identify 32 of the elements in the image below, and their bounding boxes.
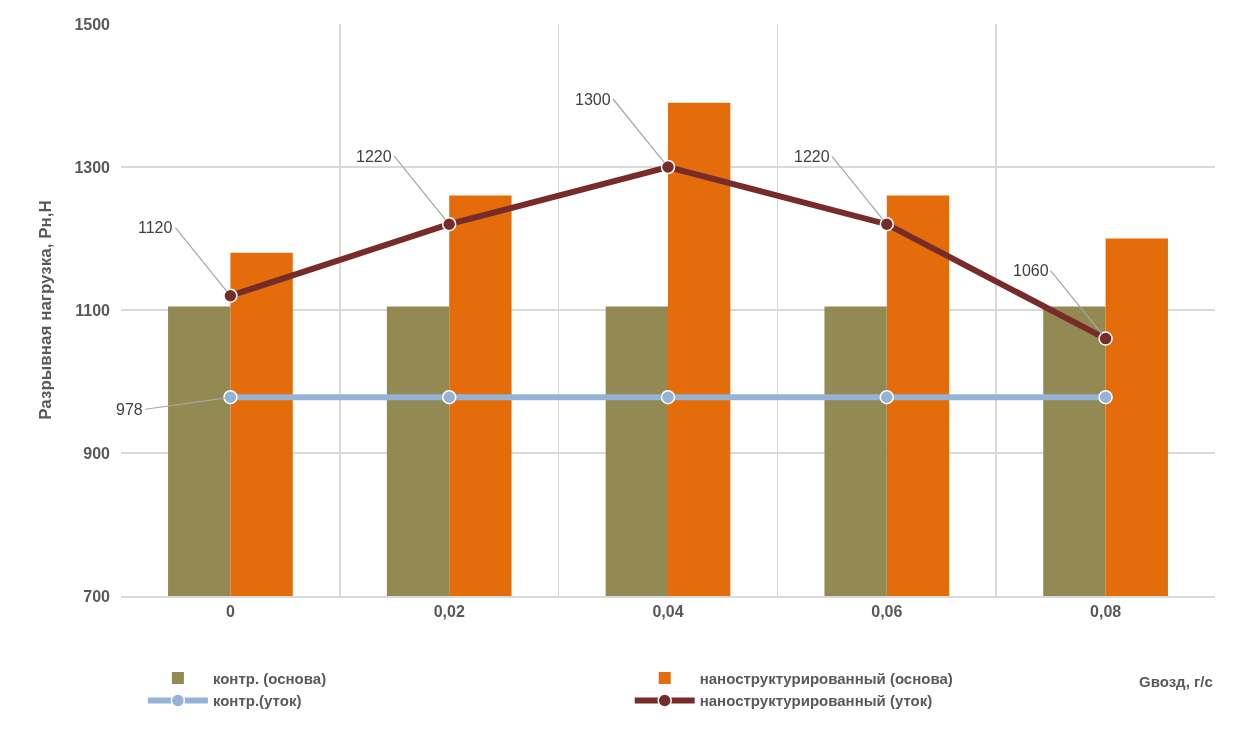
legend-label: наноструктурированный (уток) xyxy=(699,692,933,710)
y-axis-title: Разрывная нагрузка, Рн,Н xyxy=(35,200,55,420)
y-tick-label: 900 xyxy=(83,444,111,462)
data-label: 1060 xyxy=(1013,262,1049,279)
y-tick-label: 1500 xyxy=(74,15,111,33)
y-tick-label: 1100 xyxy=(75,301,111,319)
point xyxy=(441,216,457,232)
point xyxy=(879,216,895,232)
point xyxy=(1098,331,1113,346)
x-tick-label: 0,04 xyxy=(652,602,684,620)
x-tick-label: 0,06 xyxy=(871,602,903,620)
data-label: 978 xyxy=(116,401,143,418)
point xyxy=(660,389,676,405)
point xyxy=(223,288,238,303)
x-axis-title: Gвозд, г/с xyxy=(1139,673,1213,690)
point xyxy=(1098,389,1113,405)
data-label: 1300 xyxy=(575,91,611,108)
y-tick-label: 700 xyxy=(83,587,111,605)
point xyxy=(660,159,676,175)
legend-label: наноструктурированный (основа) xyxy=(699,669,953,687)
legend-label: контр. (основа) xyxy=(212,669,327,687)
point xyxy=(879,389,895,405)
point xyxy=(223,389,238,405)
x-tick-label: 0,08 xyxy=(1090,602,1122,620)
x-tick-label: 0,02 xyxy=(433,602,465,620)
y-tick-label: 1300 xyxy=(74,158,111,176)
data-label: 1220 xyxy=(356,148,392,165)
data-label: 1220 xyxy=(794,148,830,165)
data-label: 1120 xyxy=(138,219,173,236)
legend-label: контр.(уток) xyxy=(212,692,302,710)
point xyxy=(441,389,457,405)
x-tick-label: 0 xyxy=(225,602,235,620)
